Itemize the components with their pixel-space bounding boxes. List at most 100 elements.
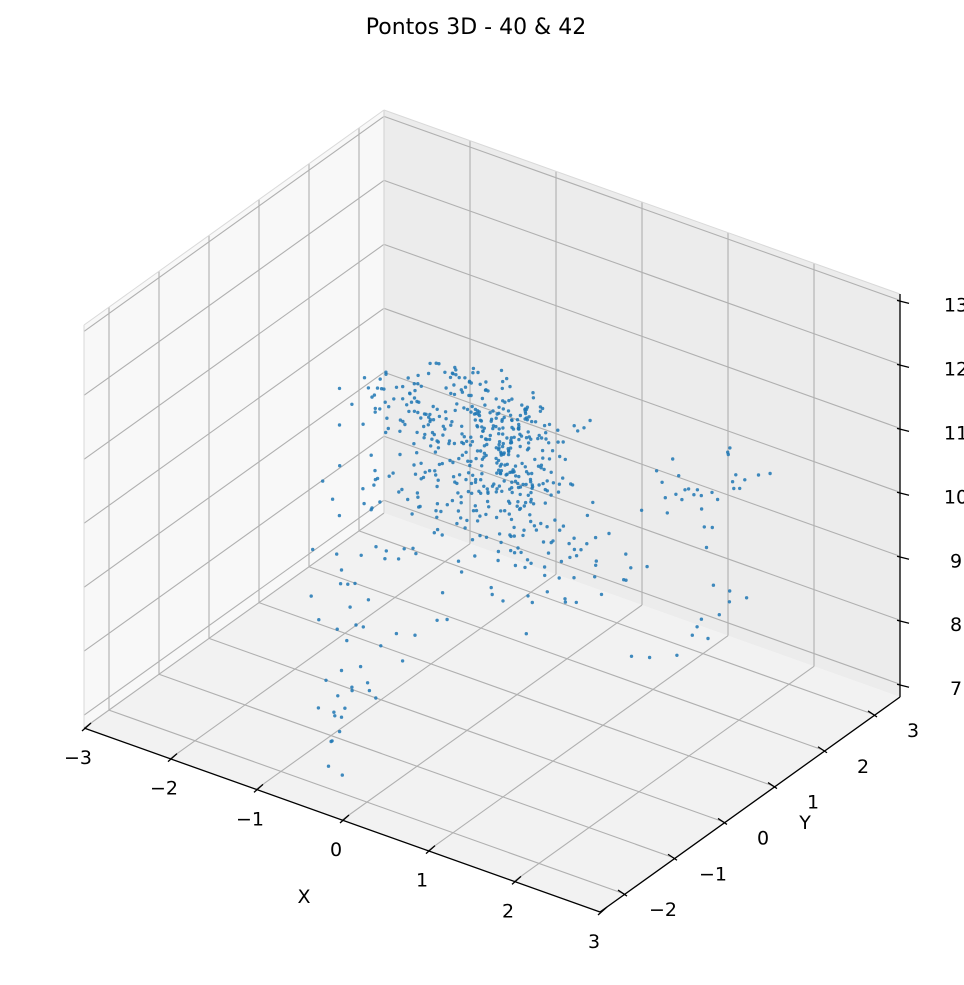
y-tick-mark [717, 817, 728, 825]
data-point [558, 528, 562, 532]
x-grid-floor [513, 665, 815, 882]
data-point [728, 446, 732, 450]
data-point [369, 453, 373, 457]
data-point [428, 412, 432, 417]
data-point [473, 480, 478, 484]
data-point [339, 568, 344, 572]
z-tick-mark [896, 619, 910, 624]
data-point [418, 504, 422, 509]
y-tick-label: 0 [757, 827, 769, 849]
data-point [582, 426, 586, 430]
data-point [542, 565, 547, 569]
data-point [692, 493, 696, 497]
data-point [645, 564, 649, 569]
data-point [508, 446, 513, 450]
data-point [448, 458, 452, 463]
data-point [326, 764, 331, 768]
data-point [435, 502, 440, 506]
data-point [768, 471, 772, 476]
data-point [479, 478, 483, 482]
data-point [501, 452, 506, 456]
z-grid-left [83, 307, 385, 524]
data-point [426, 423, 430, 427]
data-point [524, 482, 528, 487]
data-point [374, 696, 378, 700]
data-point [559, 559, 564, 564]
x-tick-label: −1 [236, 808, 264, 830]
data-point [545, 590, 549, 594]
data-point [501, 379, 505, 384]
data-point [398, 429, 402, 433]
data-point [436, 446, 441, 450]
data-point [528, 513, 532, 517]
y-tick-mark [767, 782, 778, 790]
data-point [531, 396, 536, 400]
data-point [435, 515, 439, 519]
data-point [488, 411, 492, 415]
data-point [416, 495, 420, 499]
data-point [588, 418, 592, 423]
data-point [383, 400, 387, 404]
data-point [505, 376, 509, 381]
data-point [401, 419, 405, 424]
data-point [699, 617, 704, 621]
data-point [522, 528, 526, 532]
data-point [727, 600, 732, 604]
data-point [495, 461, 499, 465]
data-point [518, 485, 523, 489]
data-point [529, 519, 533, 524]
data-point [346, 582, 350, 586]
data-point [513, 464, 518, 468]
data-point [497, 442, 501, 447]
data-point [480, 464, 484, 468]
data-point [532, 524, 537, 528]
data-point [523, 500, 528, 505]
data-point [459, 501, 463, 505]
data-point [510, 425, 514, 430]
data-point [475, 519, 480, 523]
data-point [428, 419, 432, 424]
data-point [494, 515, 499, 520]
data-point [547, 422, 552, 427]
data-point [384, 549, 388, 553]
z-tick-mark [896, 491, 910, 496]
data-point [545, 489, 549, 493]
data-point [484, 437, 489, 442]
z-tick-mark [896, 363, 910, 368]
data-point [496, 458, 501, 463]
data-point [466, 471, 471, 475]
data-point [470, 538, 475, 542]
data-point [512, 435, 516, 439]
data-point [407, 409, 411, 414]
data-point [506, 499, 511, 503]
data-point [338, 464, 342, 468]
data-point [416, 410, 420, 415]
data-point [467, 379, 472, 383]
data-point [540, 406, 545, 411]
data-point [424, 412, 428, 416]
data-point [545, 525, 549, 529]
data-point [585, 513, 590, 518]
data-point [400, 659, 405, 663]
y-axis-label: Y [798, 812, 811, 834]
data-point [370, 395, 374, 399]
data-point [480, 472, 484, 476]
data-point [324, 678, 328, 682]
x-tick-mark [339, 814, 350, 824]
data-point [431, 418, 436, 422]
data-point [412, 442, 416, 446]
data-point [419, 384, 423, 388]
data-point [337, 386, 342, 391]
data-point [501, 407, 505, 411]
data-point [743, 478, 747, 482]
y-tick-label: −1 [699, 863, 727, 885]
data-point [495, 471, 499, 475]
data-point [677, 474, 681, 478]
data-point [476, 370, 480, 375]
data-point [674, 492, 678, 496]
data-point [506, 452, 511, 457]
data-point [516, 546, 520, 550]
data-point [463, 376, 467, 380]
data-point [348, 605, 352, 609]
